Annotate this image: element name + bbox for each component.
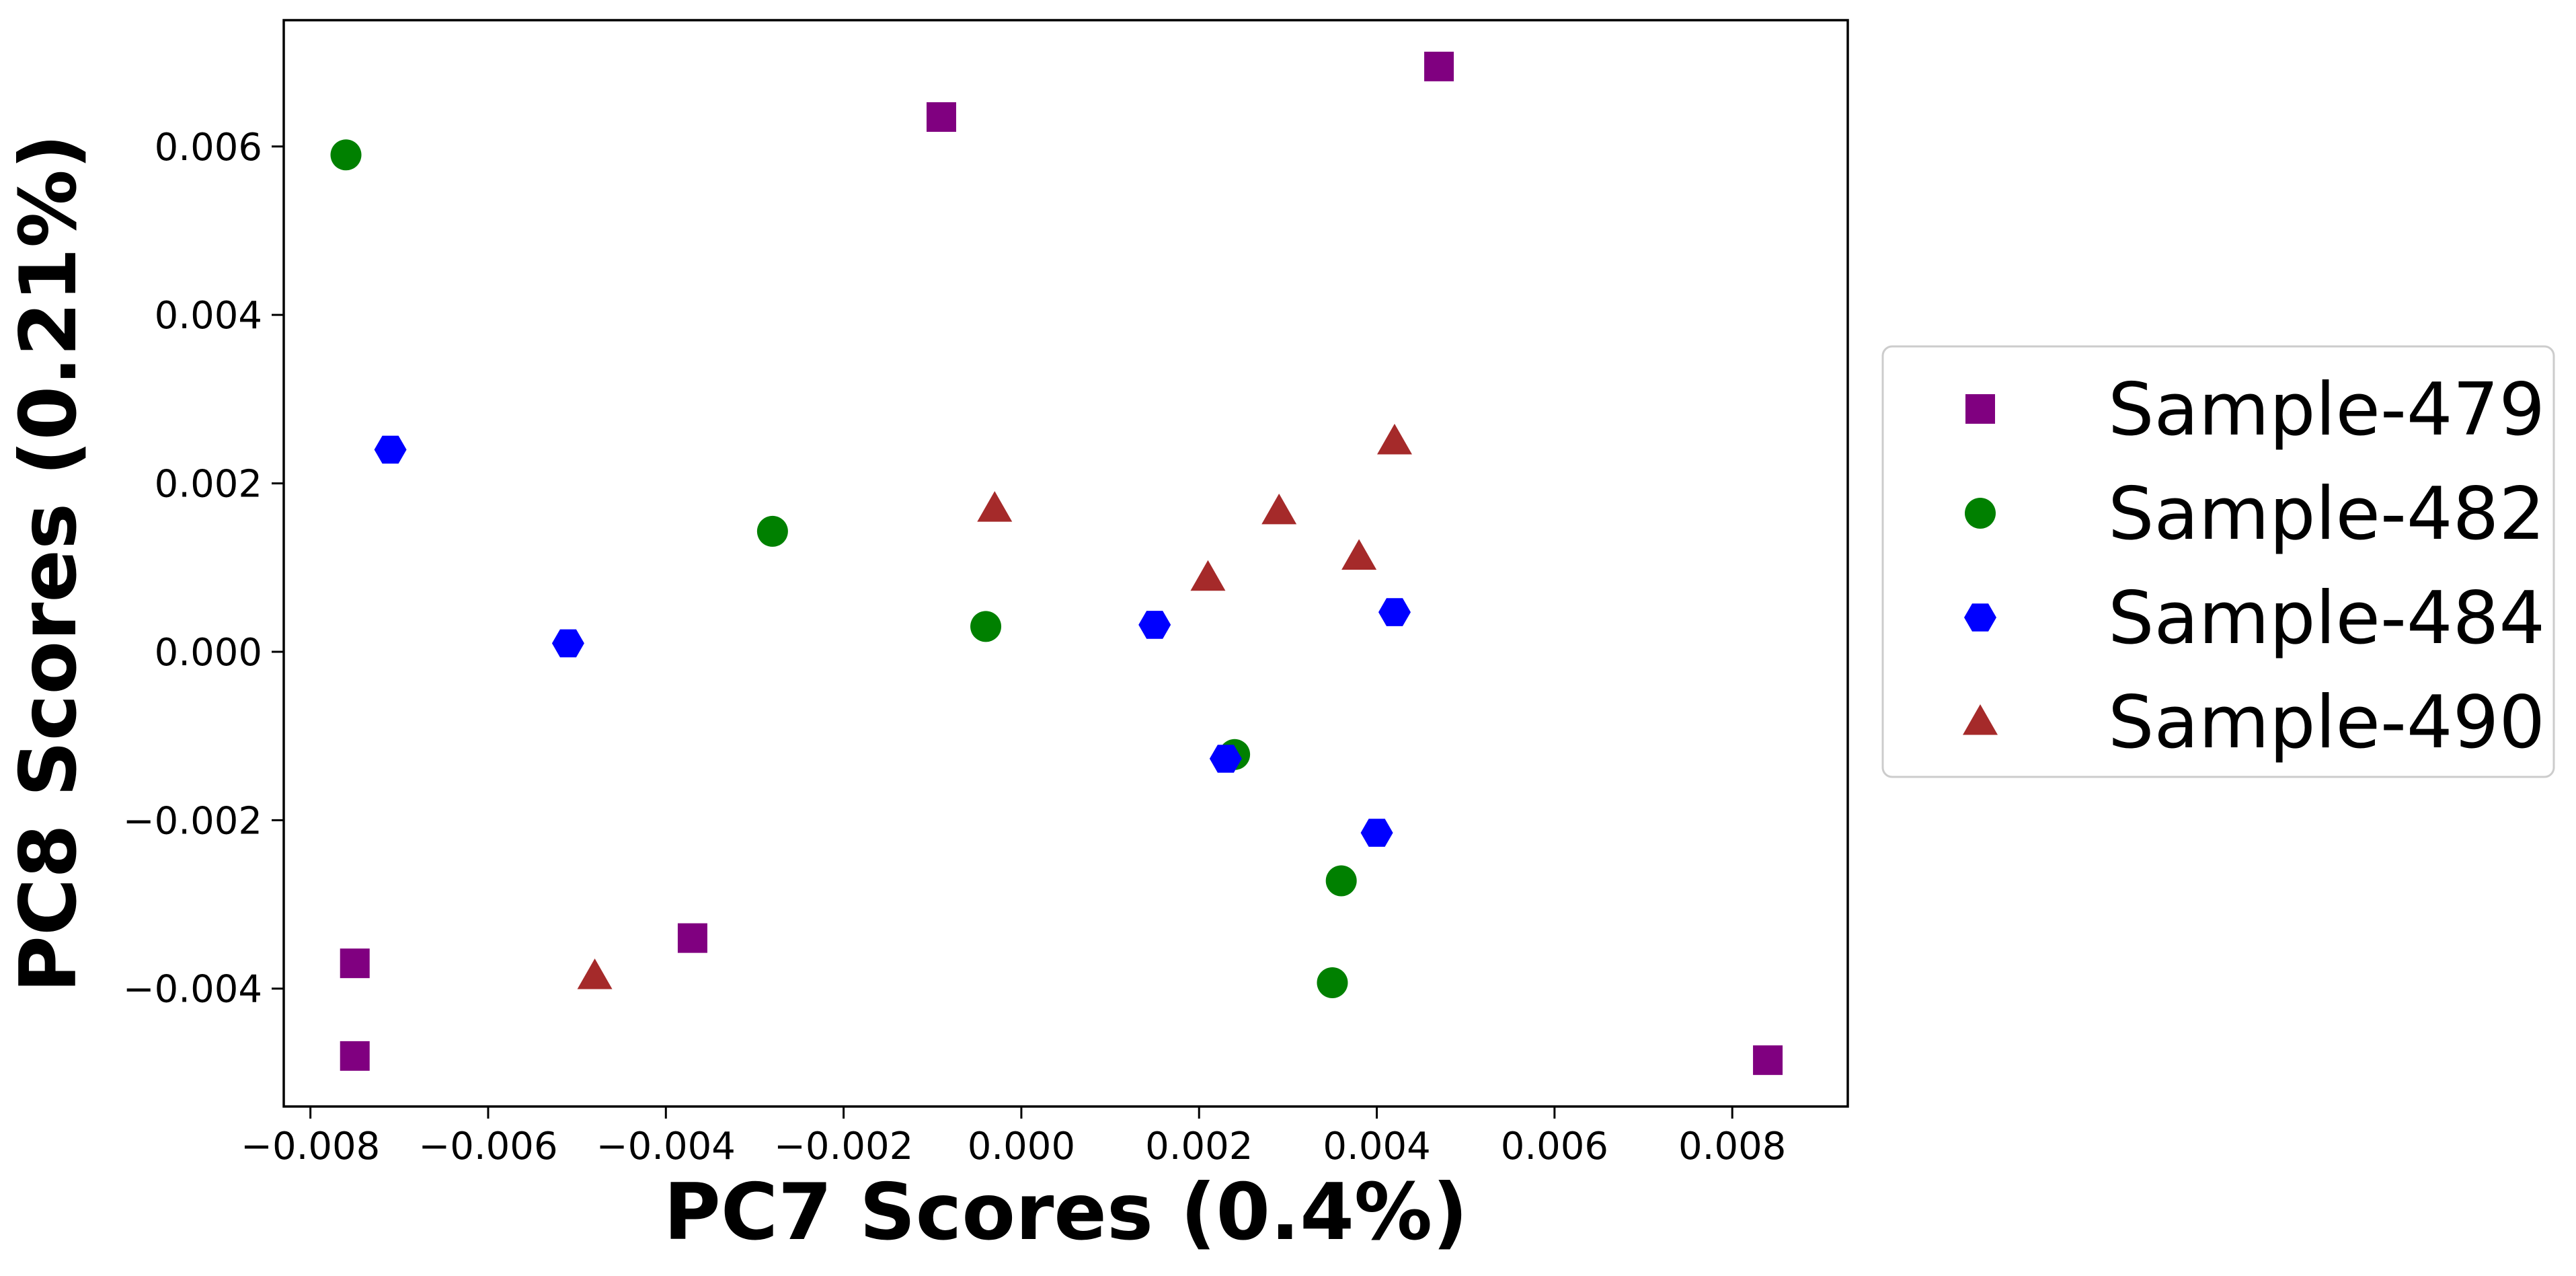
legend-marker-hexagon [1964,603,1996,632]
series-sample-479 [340,51,1783,1076]
x-axis-label: PC7 Scores (0.4%) [664,1167,1468,1258]
data-point-hexagon [1138,611,1171,639]
x-tick-label: 0.000 [968,1125,1075,1168]
x-tick-label: 0.004 [1323,1125,1430,1168]
plot-area-frame [282,19,1849,1108]
data-point-circle [330,139,362,171]
x-tick-label: 0.008 [1678,1125,1786,1168]
y-tick-label: −0.002 [123,799,262,843]
legend-box [1881,345,2555,778]
x-tick-label: 0.006 [1501,1125,1608,1168]
series-sample-490 [577,423,1412,989]
y-axis-ticks: −0.004 −0.002 0.000 0.002 0.004 0.006 [123,126,284,1012]
data-points [330,51,1783,1076]
legend-label: Sample-490 [2108,681,2545,765]
legend-marker-triangle [1963,704,1998,735]
data-point-circle [970,611,1002,642]
data-point-circle [1325,865,1357,897]
y-axis-label: PC8 Scores (0.21%) [3,134,94,993]
y-tick-label: 0.002 [155,463,262,506]
data-point-square [677,923,707,953]
y-tick-label: −0.004 [123,968,262,1012]
x-axis-ticks: −0.008 −0.006 −0.004 −0.002 0.000 0.002 0.004 0… [241,1106,1786,1168]
data-point-triangle [577,958,613,989]
y-tick-label: 0.006 [155,126,262,170]
x-tick-label: −0.004 [596,1125,736,1168]
y-tick-label: 0.004 [155,294,262,338]
data-point-hexagon [551,629,584,658]
data-point-triangle [1190,560,1226,591]
data-point-hexagon [1209,745,1242,773]
legend-marker-circle [1965,498,1996,529]
legend: Sample-479 Sample-482 Sample-484 Sample-490 [1881,345,2555,778]
data-point-square [340,1041,370,1071]
data-point-hexagon [1360,819,1393,847]
x-tick-label: −0.002 [774,1125,913,1168]
legend-label: Sample-479 [2108,368,2545,452]
x-tick-label: 0.002 [1145,1125,1253,1168]
legend-label: Sample-484 [2108,576,2545,661]
y-tick-label: 0.000 [155,631,262,675]
x-tick-label: −0.006 [418,1125,557,1168]
data-point-triangle [1376,423,1412,455]
x-tick-label: −0.008 [241,1125,380,1168]
data-point-circle [1317,967,1348,998]
data-point-hexagon [374,435,407,464]
data-point-triangle [1341,539,1377,570]
data-point-triangle [1261,493,1297,525]
data-point-hexagon [1378,598,1411,626]
legend-label: Sample-482 [2108,472,2545,556]
legend-marker-square [1965,394,1995,424]
data-point-triangle [977,491,1013,522]
data-point-square [340,948,370,979]
series-sample-484 [374,435,1411,847]
data-point-square [1424,51,1454,81]
data-point-circle [756,515,788,547]
data-point-square [1753,1045,1783,1076]
data-point-square [926,102,956,132]
